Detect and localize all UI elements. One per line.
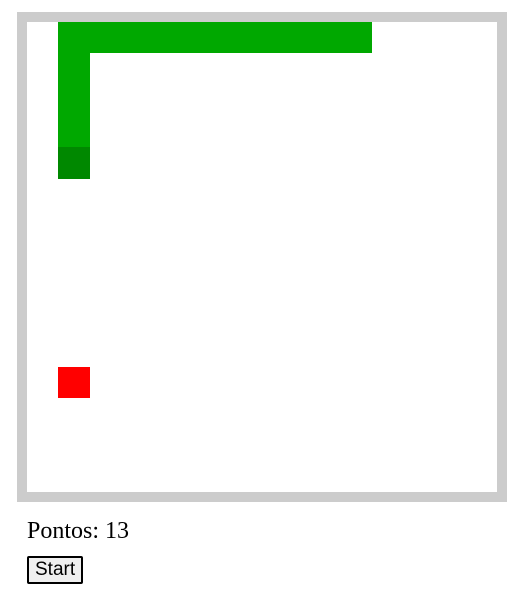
- start-button[interactable]: Start: [27, 556, 83, 584]
- snake-body-segment: [215, 22, 246, 53]
- snake-body-segment: [58, 85, 89, 116]
- snake-body-segment: [278, 22, 309, 53]
- score-text: Pontos: 13: [27, 518, 129, 544]
- snake-body-segment: [90, 22, 121, 53]
- score-display: Pontos: 13: [27, 516, 129, 546]
- snake-body-segment: [121, 22, 152, 53]
- snake-body-segment: [58, 116, 89, 147]
- snake-body-segment: [309, 22, 340, 53]
- game-board: [17, 12, 507, 502]
- snake-body-segment: [246, 22, 277, 53]
- snake-head: [58, 147, 89, 178]
- food-item: [58, 367, 89, 398]
- snake-body-segment: [340, 22, 371, 53]
- snake-body-segment: [58, 22, 89, 53]
- snake-body-segment: [184, 22, 215, 53]
- snake-body-segment: [152, 22, 183, 53]
- snake-body-segment: [58, 53, 89, 84]
